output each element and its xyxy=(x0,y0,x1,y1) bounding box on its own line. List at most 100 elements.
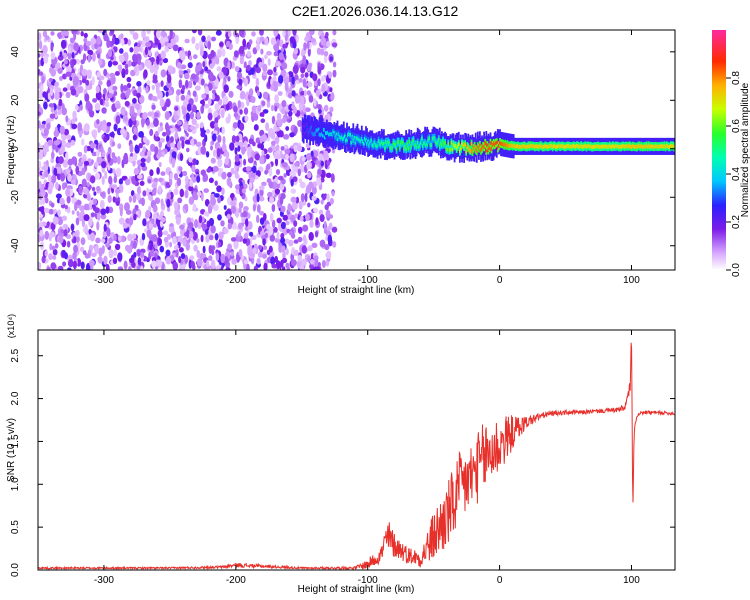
noise-speck xyxy=(148,223,153,228)
ridge-core xyxy=(646,145,649,149)
ridge-core xyxy=(452,142,455,147)
noise-speck xyxy=(191,118,197,126)
snr-y-axis-label: SNR (10 * v/v) xyxy=(6,418,17,482)
noise-speck xyxy=(53,167,58,177)
noise-speck xyxy=(117,143,122,150)
noise-speck xyxy=(288,239,294,247)
noise-speck xyxy=(75,217,80,226)
ridge-core xyxy=(444,141,446,146)
noise-speck xyxy=(132,32,139,40)
noise-speck xyxy=(112,36,115,45)
noise-speck xyxy=(269,213,274,223)
noise-speck xyxy=(323,54,328,64)
noise-speck xyxy=(207,205,213,214)
noise-speck xyxy=(210,259,216,269)
noise-speck xyxy=(60,228,65,234)
ridge-core xyxy=(465,149,468,154)
ridge-core xyxy=(587,144,590,148)
ridge-core xyxy=(484,141,487,146)
noise-speck xyxy=(242,238,247,244)
noise-speck xyxy=(133,167,139,176)
noise-speck xyxy=(238,134,243,141)
noise-speck xyxy=(324,204,329,211)
noise-speck xyxy=(239,56,245,62)
ridge-core xyxy=(411,139,414,144)
ridge-core xyxy=(526,144,529,149)
ridge-core xyxy=(643,144,646,149)
noise-speck xyxy=(50,262,57,270)
noise-speck xyxy=(179,153,184,162)
noise-speck xyxy=(42,91,47,98)
noise-speck xyxy=(195,123,199,129)
noise-speck xyxy=(174,106,179,111)
ridge-core xyxy=(534,144,537,149)
noise-speck xyxy=(313,266,320,270)
noise-speck xyxy=(154,243,158,250)
noise-speck xyxy=(171,158,175,168)
noise-speck xyxy=(268,181,274,189)
noise-speck xyxy=(239,122,245,131)
noise-speck xyxy=(325,172,332,178)
noise-speck xyxy=(151,84,155,91)
noise-speck xyxy=(112,61,119,66)
noise-speck xyxy=(266,163,271,170)
noise-speck xyxy=(126,82,132,89)
noise-speck xyxy=(302,55,307,65)
noise-speck xyxy=(258,244,262,250)
ridge-core xyxy=(464,142,466,147)
noise-speck xyxy=(318,153,324,162)
noise-speck xyxy=(130,254,135,262)
noise-speck xyxy=(301,156,306,162)
x-tick-label: -200 xyxy=(226,575,246,586)
noise-speck xyxy=(83,145,88,154)
noise-speck xyxy=(107,60,113,68)
noise-speck xyxy=(196,238,200,243)
noise-speck xyxy=(95,85,100,94)
noise-speck xyxy=(154,130,159,137)
noise-speck xyxy=(44,207,50,213)
noise-speck xyxy=(107,164,111,171)
noise-speck xyxy=(256,90,260,97)
noise-speck xyxy=(322,194,326,201)
noise-speck xyxy=(273,30,279,37)
ridge-core xyxy=(391,145,394,150)
ridge-core xyxy=(453,143,456,148)
noise-speck xyxy=(257,104,262,112)
ridge-core xyxy=(506,142,509,147)
noise-speck xyxy=(316,177,322,186)
ridge-core xyxy=(386,142,388,147)
ridge-core xyxy=(589,144,592,149)
ridge-core xyxy=(407,146,410,150)
ridge-core xyxy=(415,144,418,149)
noise-speck xyxy=(306,90,311,96)
ridge-core xyxy=(357,137,360,142)
noise-speck xyxy=(38,206,44,212)
ridge-core xyxy=(367,139,369,144)
noise-speck xyxy=(146,80,151,86)
ridge-core xyxy=(301,131,304,136)
noise-speck xyxy=(280,237,286,244)
noise-speck xyxy=(165,256,172,265)
ridge-core xyxy=(440,141,442,146)
ridge-core xyxy=(537,144,539,149)
noise-speck xyxy=(169,172,173,180)
ridge-core xyxy=(344,134,346,139)
noise-speck xyxy=(272,71,278,77)
noise-speck xyxy=(251,31,256,37)
ridge-core xyxy=(399,142,402,146)
ridge-envelope xyxy=(461,138,463,163)
ridge-envelope xyxy=(485,131,488,156)
noise-speck xyxy=(319,94,323,100)
noise-speck xyxy=(173,173,179,181)
noise-speck xyxy=(137,174,143,180)
noise-speck xyxy=(267,69,273,76)
noise-speck xyxy=(225,102,230,111)
noise-speck xyxy=(46,221,50,227)
noise-speck xyxy=(159,137,165,143)
ridge-envelope xyxy=(308,115,310,140)
noise-speck xyxy=(47,139,53,146)
noise-speck xyxy=(306,184,312,194)
ridge-core xyxy=(644,144,647,149)
noise-speck xyxy=(189,255,195,260)
noise-speck xyxy=(109,132,115,137)
